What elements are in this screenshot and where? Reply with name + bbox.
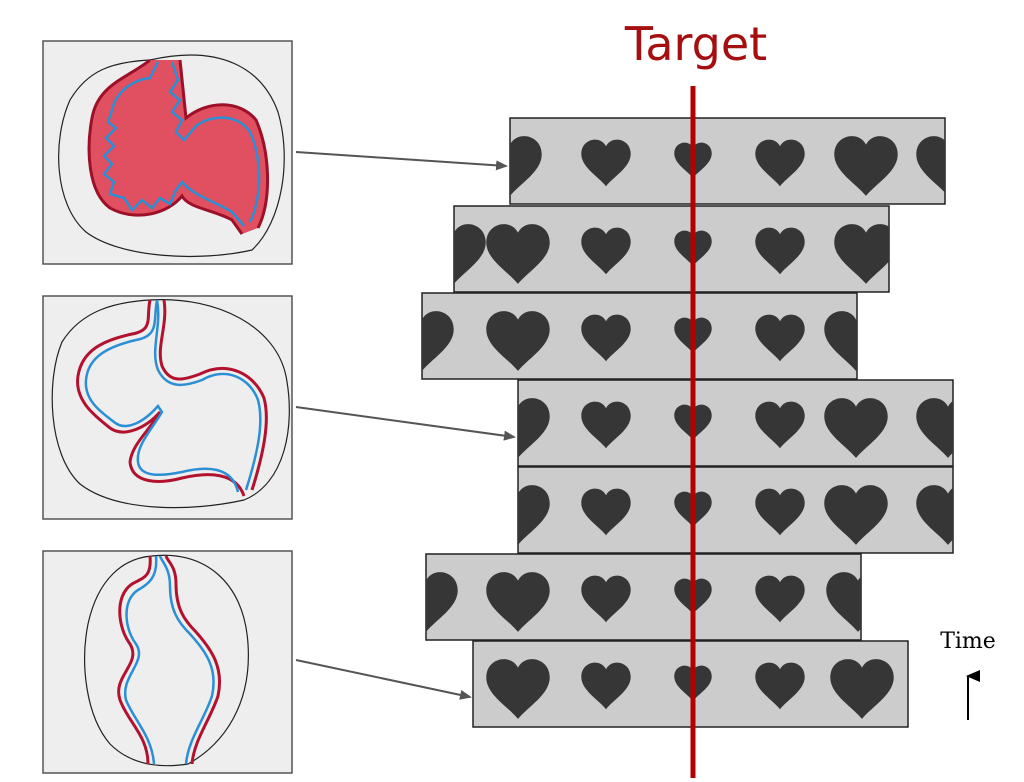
heart-icon — [755, 575, 805, 623]
strip-4 — [517, 379, 954, 467]
panel-top-boundary — [58, 54, 285, 258]
arrow-middle — [295, 406, 516, 441]
heart-icon — [426, 572, 458, 632]
heart-icon — [518, 398, 550, 458]
panel-bottom — [42, 550, 293, 774]
panel-bottom-boundary — [84, 554, 249, 767]
heart-icon — [581, 488, 631, 536]
heart-icon — [824, 311, 857, 371]
strips-group — [421, 117, 954, 728]
strip-5 — [517, 466, 954, 554]
target-label: Target — [624, 17, 767, 71]
heart-icon — [510, 136, 542, 196]
arrow-top — [295, 151, 508, 171]
heart-icon — [830, 659, 894, 719]
panel-top — [42, 40, 293, 265]
heart-icon — [824, 485, 888, 545]
heart-icon — [755, 488, 805, 536]
heart-icon — [581, 227, 631, 275]
strip-1 — [509, 117, 946, 205]
strip-2 — [453, 205, 890, 293]
heart-icon — [454, 224, 486, 284]
heart-icon — [824, 398, 888, 458]
heart-icon — [916, 136, 945, 193]
heart-icon — [486, 572, 550, 632]
panel-bottom-contour-outer — [117, 555, 221, 765]
strip-3 — [421, 292, 858, 380]
strip-6 — [425, 553, 862, 641]
heart-icon — [826, 572, 861, 632]
heart-icon — [755, 139, 805, 187]
heart-icon — [518, 485, 550, 545]
heart-icon — [581, 575, 631, 623]
heart-icon — [916, 485, 953, 545]
panel-middle — [42, 295, 293, 520]
heart-icon — [486, 224, 550, 284]
heart-icon — [755, 314, 805, 362]
panel-bottom-contour-inner — [123, 555, 215, 765]
heart-icon — [755, 662, 805, 710]
heart-icon — [834, 136, 898, 196]
panel-top-contour-outer — [87, 58, 270, 235]
heart-icon — [581, 139, 631, 187]
heart-icon — [581, 314, 631, 362]
panel-middle-contour-outer — [76, 299, 268, 497]
panel-top-contour-fill — [89, 60, 268, 234]
heart-icon — [486, 659, 550, 719]
time-label: Time — [940, 629, 996, 654]
panel-top-contour-inner — [102, 61, 261, 227]
heart-icon — [581, 662, 631, 710]
heart-icon — [486, 311, 550, 371]
panel-middle-boundary — [51, 299, 290, 509]
heart-icon — [755, 227, 805, 275]
heart-icon — [755, 401, 805, 449]
heart-icon — [916, 398, 953, 458]
heart-icon — [834, 224, 889, 284]
arrow-bottom — [295, 659, 472, 700]
panel-middle-contour-inner — [84, 299, 262, 493]
heart-icon — [581, 401, 631, 449]
heart-icon — [422, 311, 454, 371]
